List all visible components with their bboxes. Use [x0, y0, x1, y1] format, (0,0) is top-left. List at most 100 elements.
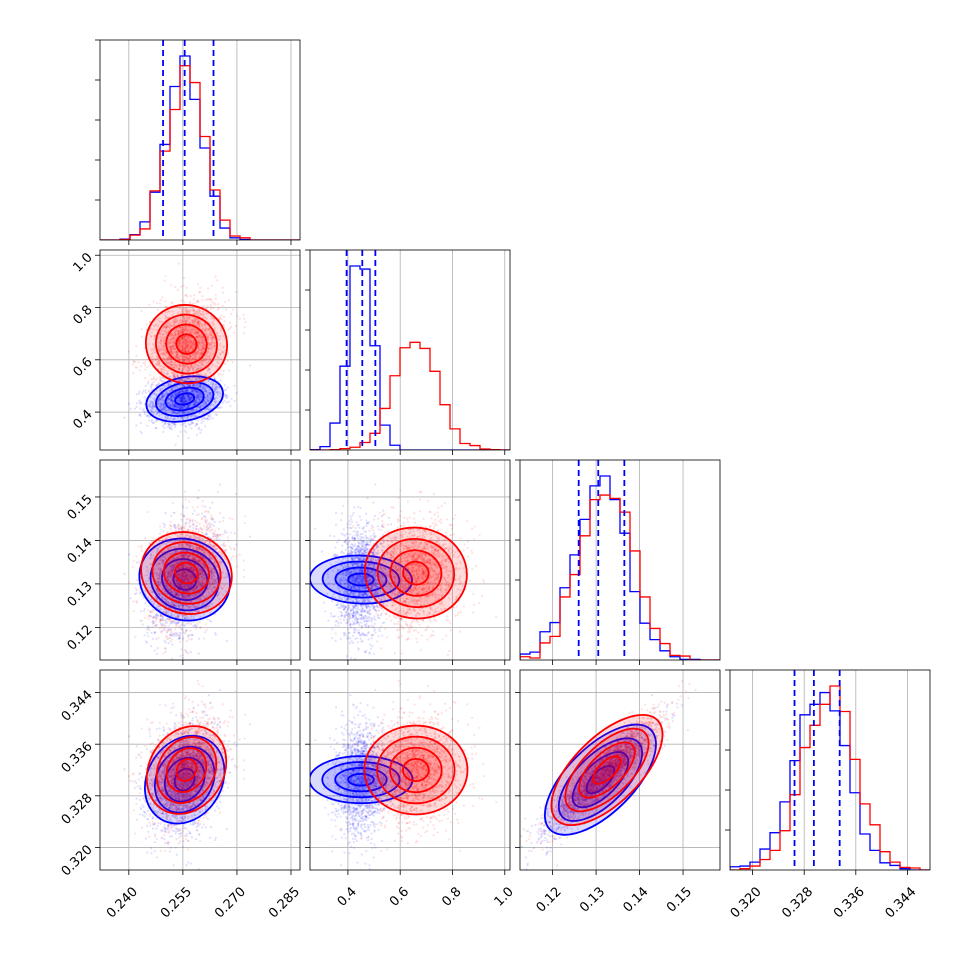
sample-point: [194, 365, 197, 369]
sample-point: [174, 394, 177, 397]
sample-point: [169, 395, 172, 398]
sample-point: [162, 430, 165, 434]
sample-point: [204, 402, 207, 405]
sample-point: [171, 401, 174, 404]
sample-point: [200, 396, 203, 399]
sample-point: [170, 388, 173, 392]
sample-point: [211, 417, 214, 420]
sample-point: [191, 422, 195, 425]
sample-point: [179, 400, 182, 403]
sample-point: [193, 321, 196, 324]
sample-point: [185, 339, 188, 342]
sample-point: [210, 301, 214, 304]
sample-point: [173, 412, 176, 415]
sample-point: [177, 392, 180, 395]
sample-point: [189, 415, 192, 418]
sample-point: [173, 374, 176, 377]
sample-point: [150, 383, 154, 386]
sample-point: [161, 399, 164, 402]
sample-point: [148, 390, 151, 393]
sample-point: [187, 394, 190, 397]
sample-point: [210, 523, 213, 526]
sample-point: [200, 387, 204, 391]
sample-point: [184, 397, 187, 400]
sample-point: [189, 397, 192, 400]
sample-point: [229, 404, 232, 408]
sample-point: [159, 397, 162, 401]
sample-point: [212, 306, 215, 309]
sample-point: [181, 406, 184, 410]
sample-point: [185, 390, 188, 393]
sample-point: [178, 399, 181, 402]
sample-point: [195, 423, 198, 426]
sample-point: [198, 377, 201, 380]
sample-point: [190, 427, 193, 430]
sample-point: [194, 424, 197, 428]
sample-point: [175, 404, 178, 407]
sample-point: [214, 413, 217, 416]
sample-point: [180, 400, 183, 403]
sample-point: [197, 396, 200, 399]
sample-point: [174, 404, 177, 407]
sample-point: [194, 414, 197, 417]
sample-point: [194, 391, 197, 394]
sample-point: [149, 409, 152, 412]
sample-point: [148, 404, 151, 407]
sample-point: [153, 399, 156, 402]
sample-point: [228, 327, 232, 330]
sample-point: [167, 398, 171, 401]
sample-point: [195, 401, 198, 404]
sample-point: [180, 399, 183, 402]
sample-point: [182, 401, 185, 405]
sample-point: [187, 416, 190, 419]
sample-point: [187, 405, 190, 409]
sample-point: [192, 298, 195, 301]
sample-point: [213, 398, 216, 401]
sample-point: [179, 390, 182, 393]
sample-point: [170, 399, 173, 402]
sample-point: [191, 383, 194, 386]
sample-point: [235, 392, 238, 395]
sample-point: [243, 326, 246, 329]
sample-point: [164, 421, 167, 425]
sample-point: [183, 398, 187, 401]
sample-point: [213, 388, 216, 391]
sample-point: [195, 377, 198, 380]
sample-point: [162, 530, 165, 533]
sample-point: [159, 401, 162, 404]
sample-point: [191, 390, 195, 393]
sample-point: [179, 299, 183, 302]
sample-point: [195, 390, 199, 393]
sample-point: [205, 393, 208, 396]
sample-point: [137, 361, 140, 364]
sample-point: [166, 389, 169, 392]
sample-point: [204, 387, 207, 391]
sample-point: [198, 384, 201, 387]
sample-point: [164, 414, 167, 418]
sample-point: [147, 380, 150, 383]
sample-point: [181, 368, 184, 372]
sample-point: [148, 303, 151, 307]
sample-point: [159, 388, 162, 391]
sample-point: [156, 419, 159, 422]
sample-point: [178, 367, 181, 371]
sample-point: [197, 393, 200, 397]
sample-point: [171, 402, 175, 406]
sample-point: [178, 391, 181, 394]
sample-point: [182, 398, 185, 402]
sample-point: [190, 345, 193, 348]
sample-point: [182, 396, 185, 399]
sample-point: [188, 384, 191, 387]
sample-point: [162, 406, 166, 409]
sample-point: [189, 390, 193, 393]
sample-point: [219, 483, 222, 486]
sample-point: [146, 414, 149, 417]
sample-point: [175, 392, 178, 395]
sample-point: [157, 400, 160, 403]
sample-point: [200, 428, 203, 432]
sample-point: [186, 394, 190, 397]
sample-point: [155, 377, 159, 380]
sample-point: [227, 352, 230, 355]
sample-point: [180, 384, 183, 388]
sample-point: [170, 389, 173, 392]
